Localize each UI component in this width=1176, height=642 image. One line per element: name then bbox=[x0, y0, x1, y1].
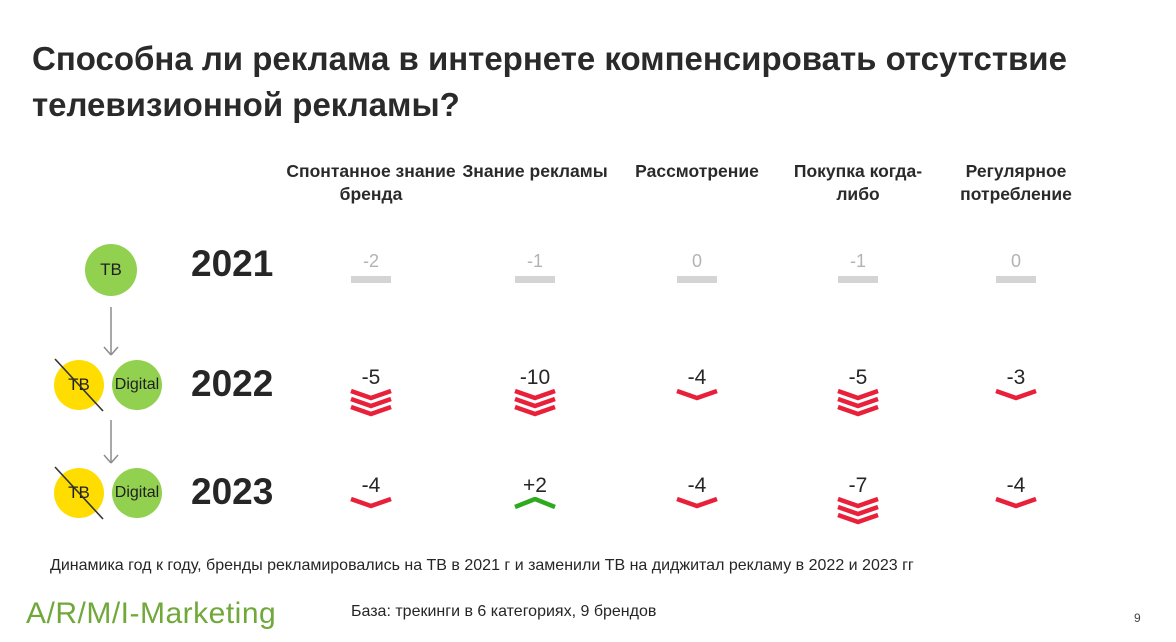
neutral-bar-marker bbox=[996, 276, 1036, 283]
year-label: 2021 bbox=[191, 243, 274, 284]
digital-channel-icon: Digital bbox=[112, 468, 162, 518]
decline-chevron-icon bbox=[676, 389, 718, 401]
value-label: -10 bbox=[519, 366, 551, 389]
metric-header: Знание рекламы bbox=[462, 161, 608, 181]
decline-chevron-icon bbox=[350, 497, 392, 509]
neutral-bar-marker bbox=[838, 276, 878, 283]
strikethrough-icon bbox=[54, 466, 104, 520]
value-label: -5 bbox=[361, 366, 381, 389]
company-logo: A/R/M/I-Marketing bbox=[26, 597, 277, 630]
neutral-bar-marker bbox=[351, 276, 391, 283]
slide-title: Способна ли реклама в интернете компенси… bbox=[32, 40, 1067, 123]
tv-channel-icon: ТВ bbox=[85, 244, 137, 296]
strikethrough-icon bbox=[54, 358, 104, 412]
value-label: -4 bbox=[687, 474, 707, 497]
down-arrow-connector bbox=[103, 307, 119, 356]
page-number: 9 bbox=[1134, 611, 1141, 625]
decline-chevron-icon bbox=[837, 497, 879, 525]
decline-chevron-icon bbox=[837, 389, 879, 417]
value-label: -7 bbox=[848, 474, 868, 497]
value-label: 0 bbox=[1010, 251, 1021, 271]
decline-chevron-icon bbox=[995, 497, 1037, 509]
value-label: 0 bbox=[691, 251, 702, 271]
value-label: -4 bbox=[687, 366, 707, 389]
increase-chevron-icon bbox=[514, 497, 556, 509]
value-label: -4 bbox=[1006, 474, 1026, 497]
value-label: -2 bbox=[362, 251, 379, 271]
base-note: База: трекинги в 6 категориях, 9 брендов bbox=[351, 603, 657, 620]
value-label: -1 bbox=[849, 251, 866, 271]
decline-chevron-icon bbox=[350, 389, 392, 417]
neutral-bar-marker bbox=[515, 276, 555, 283]
down-arrow-connector bbox=[103, 420, 119, 464]
metric-header: Рассмотрение bbox=[635, 161, 759, 181]
neutral-bar-marker bbox=[677, 276, 717, 283]
value-label: -4 bbox=[361, 474, 381, 497]
value-label: -5 bbox=[848, 366, 868, 389]
metric-header: Покупка когда-либо bbox=[793, 161, 923, 204]
year-label: 2022 bbox=[191, 363, 274, 404]
year-label: 2023 bbox=[191, 471, 274, 512]
metric-header: Спонтанное знание бренда bbox=[286, 161, 456, 204]
decline-chevron-icon bbox=[514, 389, 556, 417]
value-label: -1 bbox=[526, 251, 543, 271]
footnote: Динамика год к году, бренды рекламировал… bbox=[50, 557, 914, 574]
decline-chevron-icon bbox=[676, 497, 718, 509]
decline-chevron-icon bbox=[995, 389, 1037, 401]
value-label: +2 bbox=[523, 474, 547, 497]
digital-channel-icon: Digital bbox=[112, 360, 162, 410]
value-label: -3 bbox=[1006, 366, 1026, 389]
metric-header: Регулярное потребление bbox=[960, 161, 1072, 204]
